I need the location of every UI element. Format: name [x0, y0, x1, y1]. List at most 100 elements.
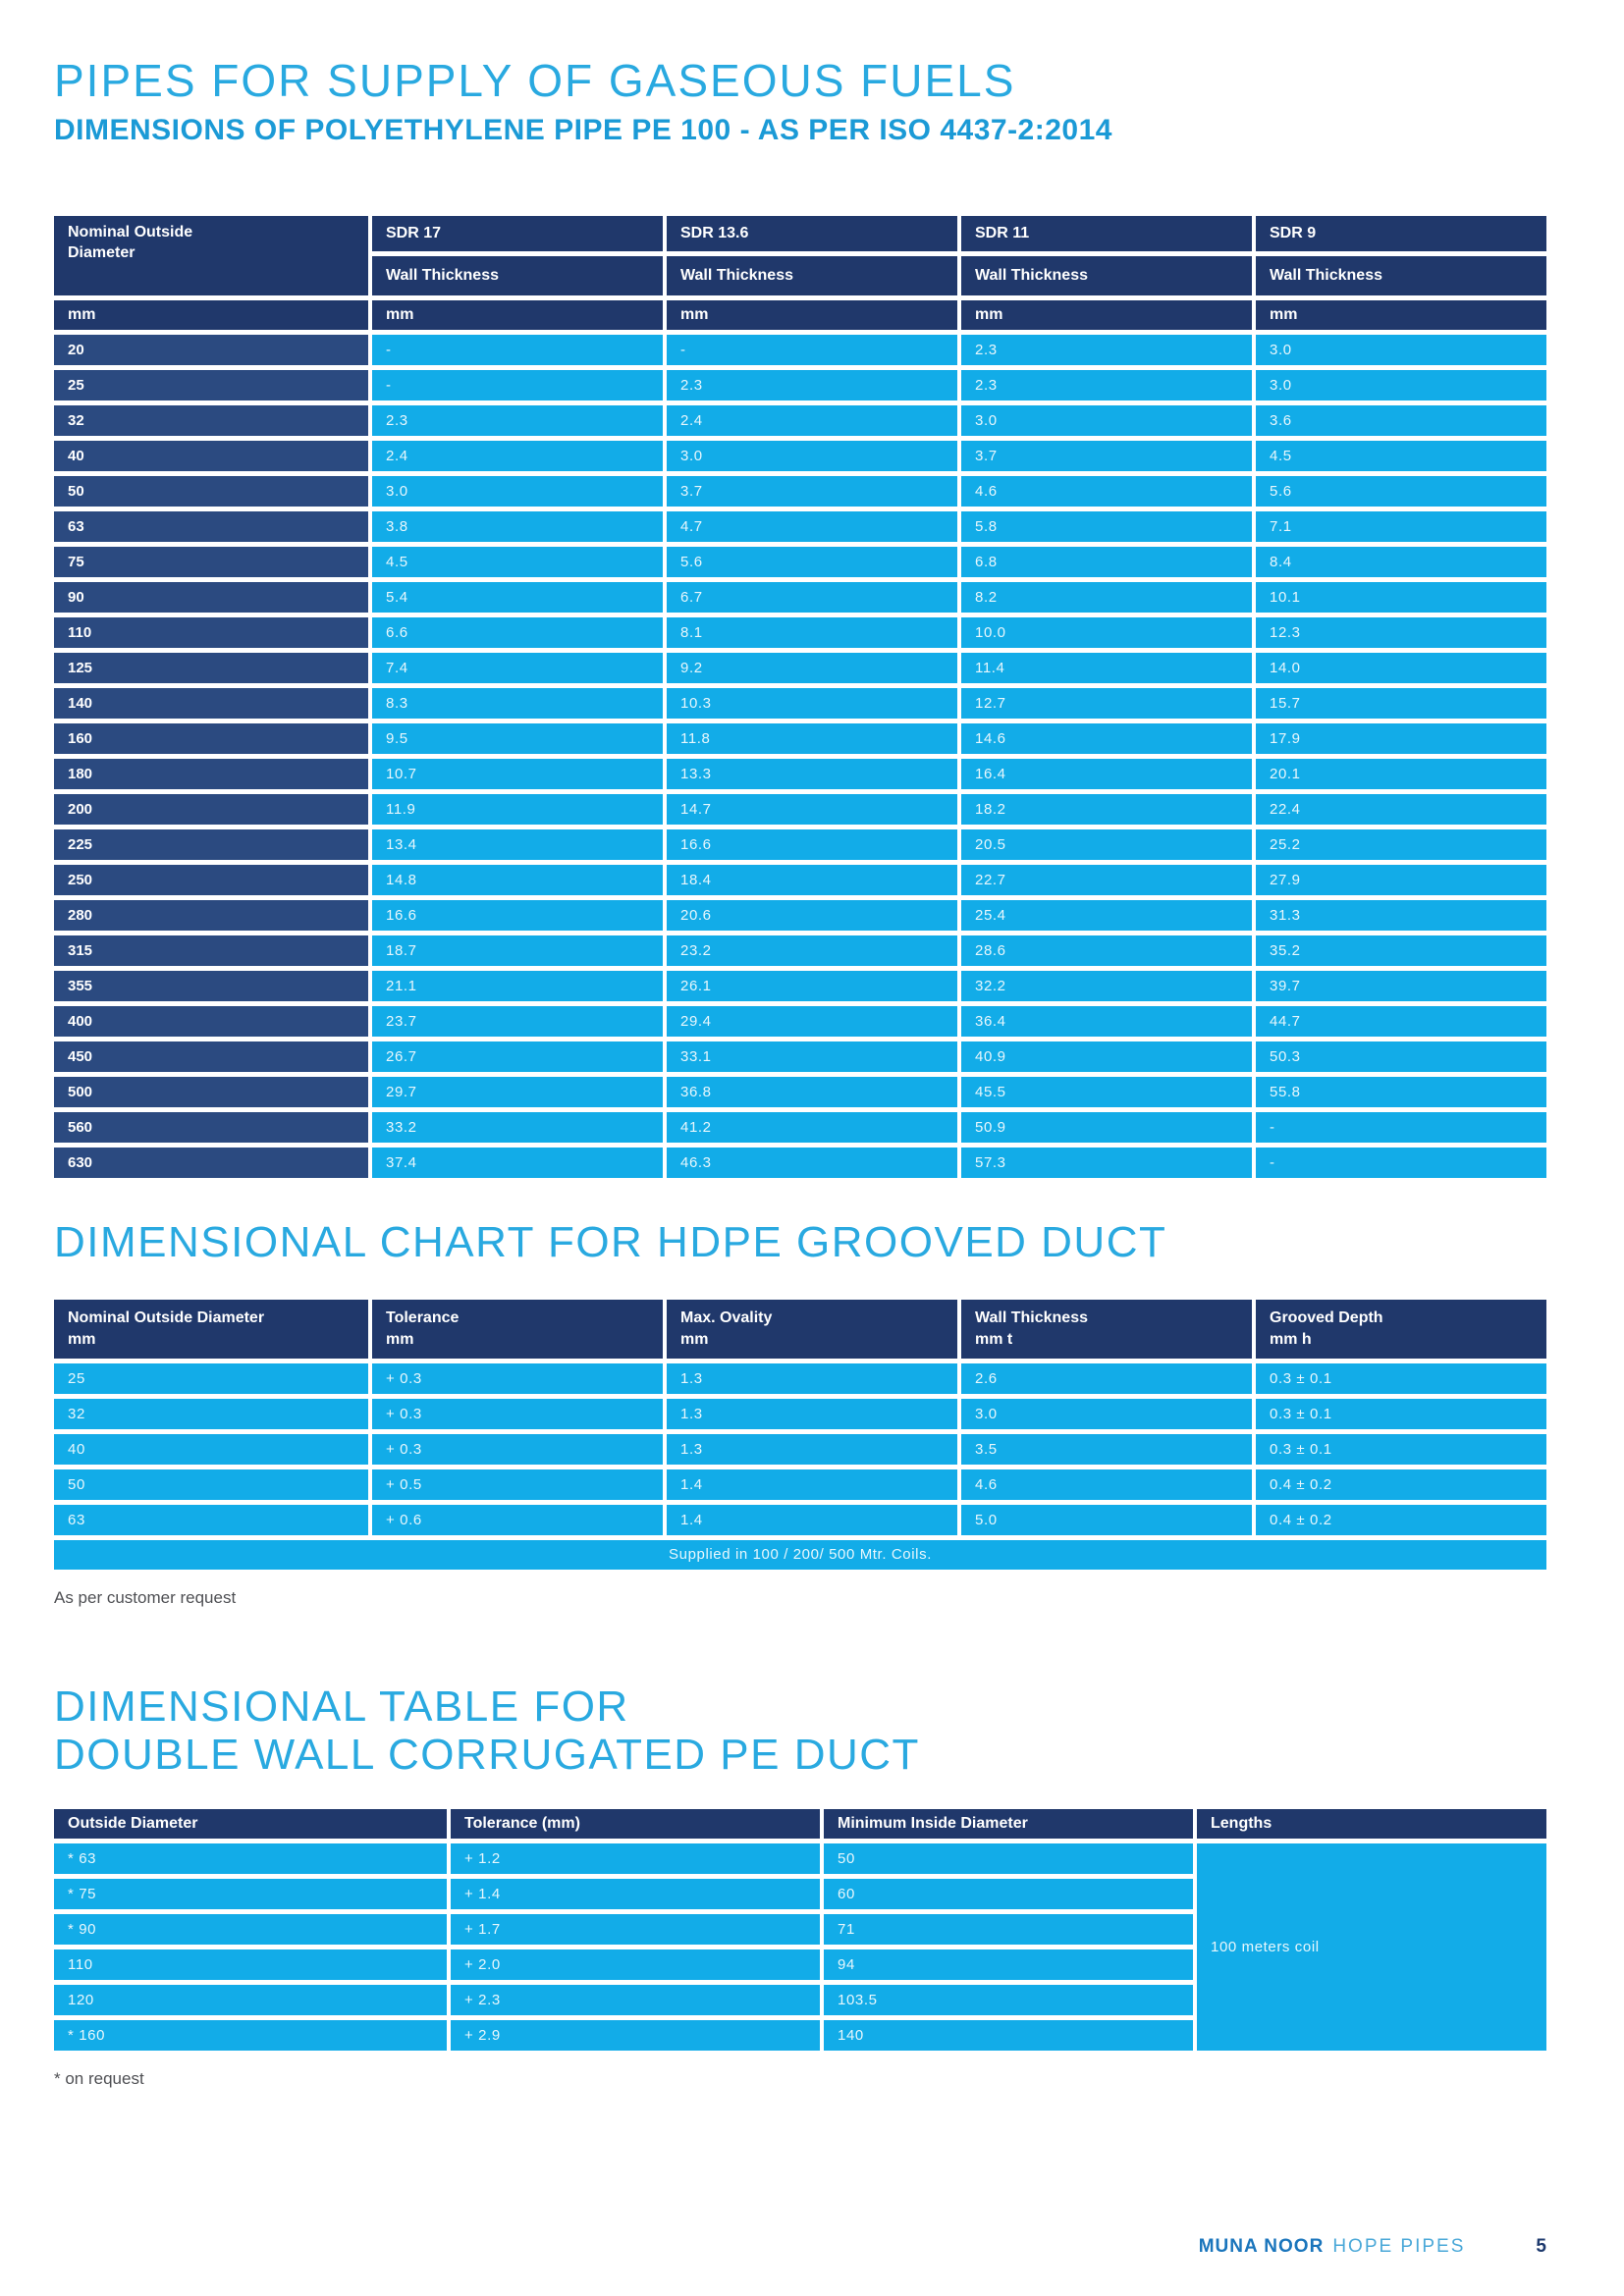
wall-thickness-value-cell: 29.7 [372, 1077, 663, 1108]
col-header-label: Tolerance [386, 1308, 460, 1326]
unit-header-cell: mm [1256, 300, 1546, 331]
nominal-diameter-cell: 125 [54, 653, 368, 684]
col-header-label: Wall Thickness [975, 1308, 1088, 1326]
nominal-diameter-cell: 250 [54, 865, 368, 896]
corrugated-duct-table: Outside Diameter Tolerance (mm) Minimum … [50, 1804, 1550, 2056]
sdr17-header-cell: SDR 17 [372, 216, 663, 252]
wall-thickness-value-cell: 8.2 [961, 582, 1252, 614]
wall-thickness-value-cell: 39.7 [1256, 971, 1546, 1002]
brand-name: MUNA NOOR [1198, 2236, 1325, 2257]
corrugated-title-line1: DIMENSIONAL TABLE FOR [54, 1682, 629, 1731]
wall-thickness-value-cell: 10.7 [372, 759, 663, 790]
gas-table-row: 450 26.7 33.1 40.9 50.3 [54, 1041, 1546, 1073]
page-title: PIPES FOR SUPPLY OF GASEOUS FUELS [54, 55, 1016, 106]
gas-table-row: 90 5.4 6.7 8.2 10.1 [54, 582, 1546, 614]
nominal-diameter-cell: 315 [54, 935, 368, 967]
corrugated-value-cell: 94 [824, 1949, 1193, 1981]
grooved-duct-table-head: Nominal Outside Diameter mm Tolerance mm… [54, 1299, 1546, 1359]
corrugated-value-cell: 50 [824, 1843, 1193, 1875]
page-footer: MUNA NOOR HOPE PIPES 5 [54, 2236, 1546, 2258]
wall-thickness-value-cell: 12.7 [961, 688, 1252, 720]
wall-thickness-value-cell: - [372, 370, 663, 401]
page-number: 5 [1536, 2236, 1546, 2257]
gas-table-body: 20- -2.3 3.0 25-2.3 2.3 3.0 32 2.3 2.4 3.0 3.6 40 2.… [54, 335, 1546, 1179]
nominal-diameter-cell: 160 [54, 723, 368, 755]
corrugated-value-cell: + 1.4 [451, 1879, 820, 1910]
gas-table-row: 125 7.4 9.2 11.4 14.0 [54, 653, 1546, 684]
supplied-cell: Supplied in 100 / 200/ 500 Mtr. Coils. [54, 1539, 1546, 1570]
wall-thickness-value-cell: 3.7 [667, 476, 957, 507]
wall-thickness-value-cell: 3.0 [667, 441, 957, 472]
corrugated-value-cell: 60 [824, 1879, 1193, 1910]
lengths-header-cell: Lengths [1197, 1809, 1546, 1840]
nominal-diameter-cell: 200 [54, 794, 368, 826]
nominal-diameter-cell: 50 [54, 476, 368, 507]
wall-thickness-value-cell: 14.7 [667, 794, 957, 826]
wall-thickness-value-cell: 4.7 [667, 511, 957, 543]
wall-thickness-value-cell: 2.3 [667, 370, 957, 401]
wall-thickness-value-cell: 22.4 [1256, 794, 1546, 826]
wall-thickness-value-cell: 16.6 [667, 829, 957, 861]
on-request-note: * on request [54, 2069, 144, 2089]
wall-thickness-value-cell: 46.3 [667, 1148, 957, 1179]
wall-thickness-value-cell: 2.4 [372, 441, 663, 472]
nominal-diameter-cell: 630 [54, 1148, 368, 1179]
corrugated-value-cell: + 2.0 [451, 1949, 820, 1981]
gas-table-row: 400 23.7 29.4 36.4 44.7 [54, 1006, 1546, 1038]
nominal-diameter-cell: 560 [54, 1112, 368, 1144]
grooved-value-cell: 3.0 [961, 1398, 1252, 1429]
wall-thickness-value-cell: 11.9 [372, 794, 663, 826]
grooved-value-cell: + 0.5 [372, 1468, 663, 1500]
wall-thickness-value-cell: 28.6 [961, 935, 1252, 967]
wall-thickness-value-cell: 44.7 [1256, 1006, 1546, 1038]
grooved-value-cell: + 0.3 [372, 1362, 663, 1394]
wall-thickness-value-cell: 20.1 [1256, 759, 1546, 790]
nominal-diameter-cell: 32 [54, 405, 368, 437]
wall-thickness-value-cell: 29.4 [667, 1006, 957, 1038]
col-header-unit: mm h [1270, 1330, 1312, 1348]
wall-thickness-value-cell: 6.8 [961, 547, 1252, 578]
corrugated-value-cell: * 160 [54, 2020, 447, 2052]
grooved-duct-title: DIMENSIONAL CHART FOR HDPE GROOVED DUCT [54, 1218, 1167, 1267]
wall-thickness-value-cell: 3.0 [372, 476, 663, 507]
corrugated-duct-title: DIMENSIONAL TABLE FOR DOUBLE WALL CORRUG… [54, 1682, 1546, 1780]
wall-thickness-value-cell: 11.8 [667, 723, 957, 755]
wall-thickness-value-cell: 10.1 [1256, 582, 1546, 614]
grooved-col-header-cell: Nominal Outside Diameter mm [54, 1299, 368, 1359]
wall-thickness-value-cell: 36.4 [961, 1006, 1252, 1038]
corrugated-table-row: 110 + 2.0 94 [54, 1949, 1546, 1981]
lengths-cell: 100 meters coil [1197, 1843, 1546, 2052]
wall-thickness-value-cell: 17.9 [1256, 723, 1546, 755]
wall-thickness-value-cell: 4.6 [961, 476, 1252, 507]
grooved-value-cell: 40 [54, 1433, 368, 1465]
nominal-diameter-cell: 500 [54, 1077, 368, 1108]
corrugated-value-cell: + 1.7 [451, 1914, 820, 1946]
gas-table-row: 32 2.3 2.4 3.0 3.6 [54, 405, 1546, 437]
corrugated-header-row: Outside Diameter Tolerance (mm) Minimum … [54, 1809, 1546, 1840]
wall-thickness-value-cell: 26.7 [372, 1041, 663, 1073]
gas-table-row: 140 8.3 10.3 12.7 15.7 [54, 688, 1546, 720]
nominal-diameter-cell: 450 [54, 1041, 368, 1073]
wall-thickness-value-cell: 5.4 [372, 582, 663, 614]
wall-thickness-value-cell: 18.4 [667, 865, 957, 896]
wall-thickness-value-cell: 20.5 [961, 829, 1252, 861]
wall-thickness-value-cell: 18.7 [372, 935, 663, 967]
gas-table-row: 180 10.7 13.3 16.4 20.1 [54, 759, 1546, 790]
wall-thickness-value-cell: 23.2 [667, 935, 957, 967]
wall-thickness-value-cell: 6.7 [667, 582, 957, 614]
customer-request-note: As per customer request [54, 1587, 237, 1607]
outside-diameter-header-cell: Outside Diameter [54, 1809, 447, 1840]
wall-thickness-value-cell: 13.3 [667, 759, 957, 790]
gas-table-row: 225 13.4 16.6 20.5 25.2 [54, 829, 1546, 861]
gaseous-fuels-table-head: Nominal Outside Diameter SDR 17 SDR 13.6… [54, 216, 1546, 331]
wall-thickness-value-cell: 14.0 [1256, 653, 1546, 684]
gas-table-row: 50 3.0 3.7 4.6 5.6 [54, 476, 1546, 507]
wall-thickness-header-cell: Wall Thickness [372, 256, 663, 296]
brand-product-line: HOPE PIPES [1332, 2236, 1466, 2257]
grooved-col-header-cell: Tolerance mm [372, 1299, 663, 1359]
grooved-table-row: 32 + 0.3 1.3 3.0 0.3 ± 0.1 [54, 1398, 1546, 1429]
grooved-value-cell: 1.3 [667, 1433, 957, 1465]
grooved-value-cell: 0.3 ± 0.1 [1256, 1398, 1546, 1429]
unit-header-cell: mm [372, 300, 663, 331]
wall-thickness-value-cell: 16.6 [372, 900, 663, 932]
